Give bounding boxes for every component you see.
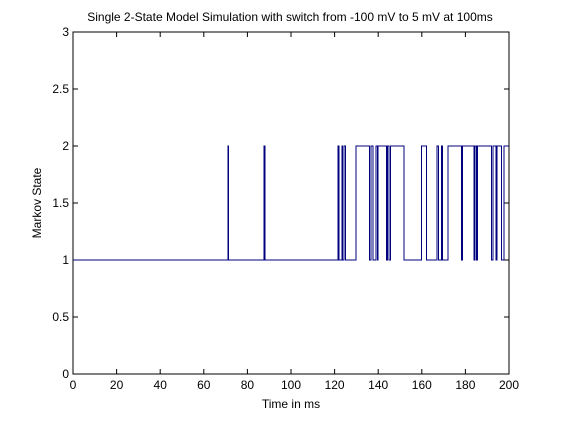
x-tick-label: 180 [455, 378, 475, 392]
x-axis-label: Time in ms [262, 397, 320, 411]
y-tick-label: 0 [62, 367, 69, 381]
y-tick-label: 1 [62, 253, 69, 267]
x-tick-label: 40 [154, 378, 168, 392]
x-tick-label: 80 [241, 378, 255, 392]
series-line-markov-state [73, 145, 509, 261]
y-tick-label: 3 [62, 25, 69, 39]
x-tick-label: 20 [110, 378, 124, 392]
x-tick-label: 0 [70, 378, 77, 392]
y-tick-label: 2 [62, 139, 69, 153]
y-tick-label: 1.5 [52, 196, 69, 210]
x-tick-label: 160 [412, 378, 432, 392]
x-tick-label: 200 [499, 378, 519, 392]
x-tick-label: 100 [281, 378, 301, 392]
x-tick-label: 60 [197, 378, 211, 392]
x-axis: 0 20 40 60 80 100 120 140 160 180 200 [70, 32, 519, 392]
y-axis: 0 0.5 1 1.5 2 2.5 3 [52, 25, 509, 381]
y-axis-label: Markov State [30, 167, 44, 238]
y-tick-label: 0.5 [52, 310, 69, 324]
y-tick-label: 2.5 [52, 82, 69, 96]
chart-title: Single 2-State Model Simulation with swi… [87, 10, 493, 24]
plot-frame [72, 31, 510, 375]
x-tick-label: 140 [368, 378, 388, 392]
x-tick-label: 120 [325, 378, 345, 392]
